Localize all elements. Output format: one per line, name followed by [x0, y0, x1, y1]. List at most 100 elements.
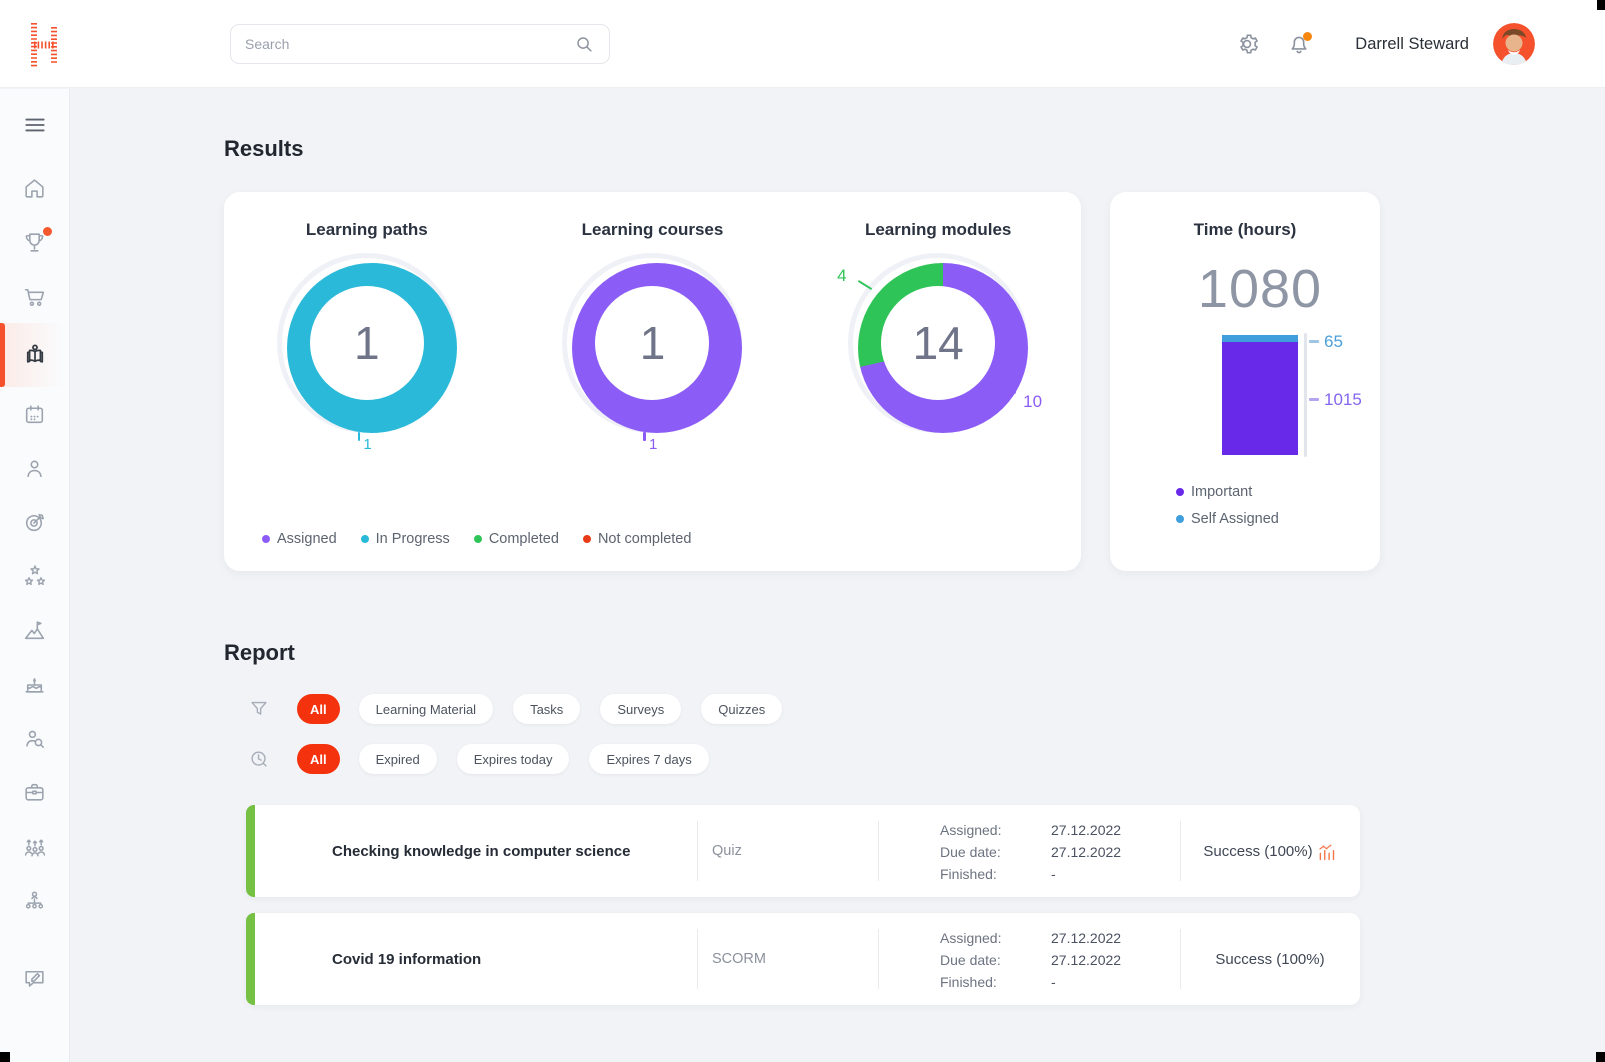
- donut-center-value: 14: [912, 317, 964, 369]
- time-axis: [1304, 333, 1307, 457]
- time-card-title: Time (hours): [1193, 220, 1297, 239]
- sidebar-item-achievements[interactable]: [0, 215, 70, 269]
- axis-label-1015: 1015: [1324, 390, 1362, 409]
- report-row-type: SCORM: [712, 951, 766, 967]
- report-row-result: Success (100%): [1215, 950, 1325, 968]
- results-title: Results: [224, 136, 304, 161]
- sidebar-item-goals[interactable]: [0, 495, 70, 549]
- sidebar-item-milestones[interactable]: [0, 603, 70, 657]
- sidebar-item-feedback[interactable]: [0, 951, 70, 1005]
- type-filter-learning-material[interactable]: Learning Material: [358, 694, 494, 724]
- divider: [1180, 821, 1181, 881]
- row-accent-bar: [246, 913, 255, 1005]
- bell-notification-dot: [1303, 32, 1313, 41]
- report-row-result: Success (100%): [1180, 805, 1360, 897]
- cake-icon: [25, 677, 44, 693]
- sidebar-item-profile[interactable]: [0, 441, 70, 495]
- learning-courses-chart: Learning courses 1 1: [510, 192, 796, 571]
- search-icon[interactable]: [573, 33, 595, 55]
- sidebar-item-calendar[interactable]: [0, 387, 70, 441]
- sidebar-item-people-search[interactable]: [0, 711, 70, 765]
- user-name[interactable]: Darrell Steward: [1355, 34, 1469, 53]
- expiry-filter-row: All Expired Expires today Expires 7 days: [246, 744, 729, 774]
- report-row-title: Checking knowledge in computer science: [332, 842, 631, 860]
- callout-assigned: 10: [1023, 392, 1043, 411]
- report-row-quiz[interactable]: Checking knowledge in computer science Q…: [246, 805, 1360, 897]
- message-edit-icon: [25, 970, 44, 987]
- mountain-flag-icon: [24, 620, 45, 639]
- sidebar-item-shop[interactable]: [0, 269, 70, 323]
- sidebar-item-jobs[interactable]: [0, 765, 70, 819]
- expiry-filter-expires-today[interactable]: Expires today: [456, 744, 570, 774]
- sidebar-item-home[interactable]: [0, 161, 70, 215]
- analytics-chart-icon[interactable]: [1316, 842, 1337, 863]
- report-row-title: Covid 19 information: [332, 950, 482, 968]
- divider: [697, 929, 698, 989]
- user-search-icon: [26, 730, 45, 748]
- legend-self-assigned: Self Assigned: [1176, 511, 1279, 527]
- topbar: Darrell Steward: [0, 0, 1605, 88]
- report-title: Report: [224, 640, 295, 665]
- legend-important: Important: [1176, 484, 1279, 500]
- stars-icon: [24, 565, 45, 586]
- expiry-filter-expires-7-days[interactable]: Expires 7 days: [589, 744, 709, 774]
- callout-completed: 4: [837, 266, 847, 285]
- report-row-scorm[interactable]: Covid 19 information SCORM Assigned: 27.1…: [246, 913, 1360, 1005]
- calendar-icon: [25, 404, 44, 423]
- chart-title-learning-paths: Learning paths: [305, 220, 428, 239]
- bar-segment-important: [1222, 342, 1298, 455]
- chart-title-learning-modules: Learning modules: [864, 220, 1012, 239]
- gear-icon[interactable]: [1233, 30, 1261, 58]
- legend-not-completed: Not completed: [582, 531, 691, 547]
- clock-icon: [246, 748, 272, 770]
- donut-center-value: 1: [354, 317, 380, 369]
- funnel-icon: [246, 698, 272, 720]
- learning-paths-chart: Learning paths 1 1: [224, 192, 510, 571]
- trophy-icon: [25, 232, 44, 252]
- time-total-value: 1080: [1197, 259, 1323, 319]
- bar-segment-self-assigned: [1222, 335, 1298, 343]
- row-accent-bar: [246, 805, 255, 897]
- tick-65: [1309, 340, 1319, 343]
- legend-completed: Completed: [473, 531, 559, 547]
- divider: [878, 929, 879, 989]
- sidebar-item-structure[interactable]: [0, 873, 70, 927]
- type-filter-surveys[interactable]: Surveys: [600, 694, 682, 724]
- org-chart-icon: [25, 891, 44, 909]
- report-row-dates: Assigned: 27.12.2022 Due date: 27.12.2022 …: [940, 822, 1122, 882]
- cart-icon: [24, 288, 45, 306]
- book-reader-icon: [26, 344, 43, 363]
- axis-label-65: 65: [1324, 332, 1343, 351]
- type-filter-all[interactable]: All: [297, 694, 340, 724]
- corner-artifact: [1597, 0, 1605, 10]
- search-bar[interactable]: [230, 24, 610, 64]
- user-icon: [27, 460, 42, 477]
- avatar[interactable]: [1493, 23, 1535, 65]
- sidebar-item-celebrations[interactable]: [0, 657, 70, 711]
- donut-tick: 1: [643, 432, 657, 453]
- home-icon: [25, 178, 44, 198]
- expiry-filter-expired[interactable]: Expired: [358, 744, 437, 774]
- divider: [878, 821, 879, 881]
- sidebar-item-learning[interactable]: [0, 323, 70, 387]
- corner-artifact: [0, 1052, 10, 1062]
- menu-icon[interactable]: [0, 105, 70, 145]
- bell-icon[interactable]: [1285, 30, 1313, 58]
- tick-1015: [1309, 398, 1319, 401]
- divider: [1180, 929, 1181, 989]
- sidebar-item-ratings[interactable]: [0, 549, 70, 603]
- app-logo[interactable]: [26, 18, 64, 70]
- type-filter-row: All Learning Material Tasks Surveys Quiz…: [246, 694, 802, 724]
- divider: [697, 821, 698, 881]
- results-legend: Assigned In Progress Completed Not compl…: [262, 531, 691, 547]
- type-filter-quizzes[interactable]: Quizzes: [701, 694, 783, 724]
- search-input[interactable]: [245, 36, 573, 52]
- sidebar-item-growth[interactable]: [0, 819, 70, 873]
- type-filter-tasks[interactable]: Tasks: [513, 694, 581, 724]
- time-stacked-bar[interactable]: [1222, 335, 1298, 455]
- target-icon: [25, 513, 44, 531]
- sidebar: [0, 89, 70, 1062]
- topbar-actions: Darrell Steward: [1233, 0, 1535, 88]
- expiry-filter-all[interactable]: All: [297, 744, 340, 774]
